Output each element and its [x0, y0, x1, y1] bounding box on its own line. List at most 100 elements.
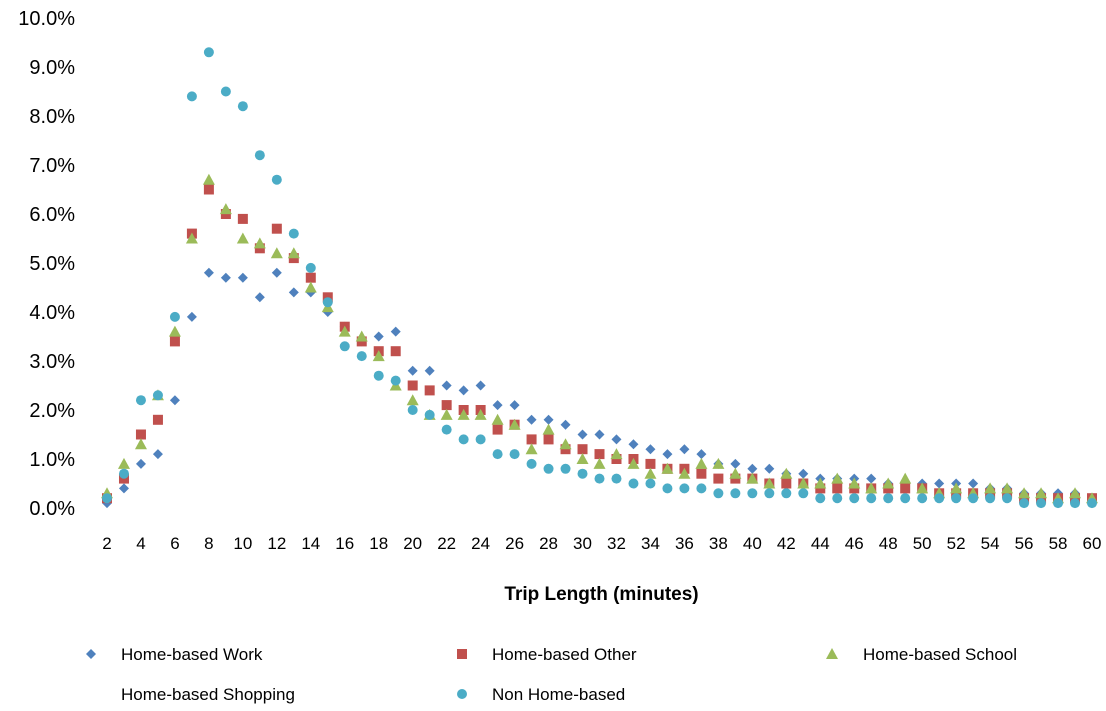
data-point — [968, 478, 979, 489]
data-point — [577, 429, 588, 440]
data-point — [203, 184, 214, 195]
data-point — [627, 457, 640, 469]
data-point — [492, 424, 503, 435]
data-point — [798, 468, 809, 479]
x-tick-label: 40 — [743, 534, 762, 553]
data-point — [475, 380, 486, 391]
x-tick-label: 20 — [403, 534, 422, 553]
data-point — [593, 457, 606, 469]
data-point — [696, 449, 707, 460]
x-axis-ticks: 2 4 6 8 10 12 14 16 18 20 22 24 26 28 30 32 34 36 38 40 42 44… — [102, 534, 1101, 553]
data-point — [764, 488, 775, 499]
legend-label: Home-based Other — [492, 645, 637, 664]
x-tick-label: 22 — [437, 534, 456, 553]
data-point — [270, 247, 283, 259]
data-point — [186, 311, 197, 322]
data-point — [662, 483, 673, 494]
y-tick-label: 6.0% — [29, 204, 75, 226]
data-point — [900, 493, 911, 504]
x-tick-label: 16 — [335, 534, 354, 553]
data-point — [882, 477, 895, 489]
data-point — [355, 330, 368, 342]
data-point — [288, 228, 299, 239]
data-point — [814, 477, 827, 489]
data-point — [219, 203, 232, 215]
data-point — [305, 262, 316, 273]
data-point — [185, 232, 198, 244]
data-point — [287, 247, 300, 259]
data-point — [1070, 498, 1081, 509]
data-point — [407, 380, 418, 391]
data-point — [747, 463, 758, 474]
data-point — [543, 414, 554, 425]
data-point — [237, 213, 248, 224]
data-point — [372, 350, 385, 362]
data-point — [984, 482, 997, 494]
data-point — [576, 453, 589, 464]
data-point — [271, 267, 282, 278]
legend-marker — [457, 689, 467, 699]
legend-label: Home-based School — [863, 645, 1017, 664]
series-non-home-based — [102, 47, 1097, 509]
data-point — [390, 326, 401, 337]
data-point — [559, 438, 572, 450]
y-tick-label: 1.0% — [29, 449, 75, 471]
data-point — [186, 91, 197, 102]
x-tick-label: 30 — [573, 534, 592, 553]
data-point — [866, 493, 877, 504]
data-point — [950, 482, 963, 494]
data-point — [645, 458, 656, 469]
x-tick-label: 60 — [1083, 534, 1102, 553]
data-point — [152, 414, 163, 425]
data-point — [118, 468, 129, 479]
data-point — [202, 173, 215, 185]
y-tick-label: 8.0% — [29, 106, 75, 128]
data-point — [849, 493, 860, 504]
data-point — [441, 380, 452, 391]
data-point — [543, 434, 554, 445]
data-point — [712, 457, 725, 469]
data-point — [169, 311, 180, 322]
data-point — [254, 292, 265, 303]
data-point — [509, 449, 520, 460]
x-tick-label: 46 — [845, 534, 864, 553]
data-point — [1002, 493, 1013, 504]
data-point — [611, 473, 622, 484]
x-tick-label: 18 — [369, 534, 388, 553]
data-point — [134, 438, 147, 450]
data-point — [526, 414, 537, 425]
data-point — [526, 434, 537, 445]
y-axis-ticks: 0.0% 1.0% 2.0% 3.0% 4.0% 5.0% 6.0% 7.0% 8.0% 9.0%… — [18, 8, 75, 520]
data-point — [373, 331, 384, 342]
data-point — [1018, 487, 1031, 499]
x-tick-label: 54 — [981, 534, 1000, 553]
data-point — [441, 400, 452, 411]
data-point — [645, 444, 656, 455]
data-point — [237, 272, 248, 283]
data-point — [1019, 498, 1030, 509]
x-tick-label: 26 — [505, 534, 524, 553]
x-axis-title: Trip Length (minutes) — [504, 584, 698, 605]
data-point — [118, 483, 129, 494]
x-tick-label: 32 — [607, 534, 626, 553]
data-point — [730, 458, 741, 469]
data-point — [661, 462, 674, 474]
data-point — [594, 429, 605, 440]
data-point — [747, 488, 758, 499]
data-point — [237, 101, 248, 112]
data-point — [135, 429, 146, 440]
data-point — [390, 346, 401, 357]
data-point — [492, 400, 503, 411]
data-point — [135, 458, 146, 469]
data-point — [610, 448, 623, 460]
data-point — [662, 449, 673, 460]
data-point — [644, 467, 657, 479]
data-point — [509, 400, 520, 411]
y-tick-label: 2.0% — [29, 400, 75, 422]
data-point — [594, 449, 605, 460]
data-point — [152, 390, 163, 401]
data-point — [322, 297, 333, 308]
data-point — [764, 463, 775, 474]
data-point — [288, 287, 299, 298]
data-point — [729, 467, 742, 479]
